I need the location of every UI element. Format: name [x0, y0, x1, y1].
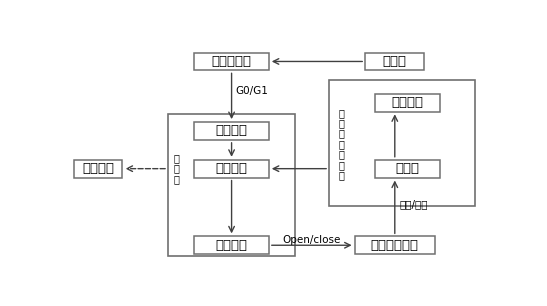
Text: 电磁驱动组件: 电磁驱动组件 [371, 239, 419, 252]
Text: 重量传感器: 重量传感器 [212, 55, 252, 68]
Bar [195, 237, 269, 254]
Text: 正向/反向: 正向/反向 [400, 199, 428, 209]
Text: 驱动模块: 驱动模块 [216, 239, 248, 252]
Bar [195, 53, 269, 70]
Bar [195, 160, 269, 177]
Text: G0/G1: G0/G1 [235, 86, 268, 96]
Text: 接收模块: 接收模块 [216, 125, 248, 137]
Text: Open/close: Open/close [282, 235, 341, 245]
Bar [375, 94, 440, 111]
Bar [329, 80, 475, 206]
Text: 提醒模块: 提醒模块 [82, 162, 114, 175]
Text: 测重块: 测重块 [383, 55, 407, 68]
Bar [375, 160, 440, 177]
Bar [195, 122, 269, 140]
Bar [74, 160, 123, 177]
Text: 第二凹槽: 第二凹槽 [392, 96, 423, 109]
Bar [354, 237, 435, 254]
Bar [365, 53, 424, 70]
Text: 超
声
波
测
距
模
块: 超 声 波 测 距 模 块 [338, 108, 344, 180]
Text: 调平块: 调平块 [395, 162, 420, 175]
Text: 控
制
器: 控 制 器 [173, 153, 179, 184]
Text: 分析模块: 分析模块 [216, 162, 248, 175]
Bar [168, 114, 295, 256]
